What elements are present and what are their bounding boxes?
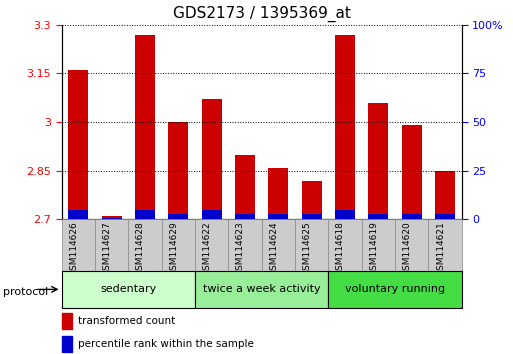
Bar: [395, 219, 428, 271]
Bar: [202, 210, 222, 219]
Bar: [62, 336, 71, 352]
Bar: [235, 213, 255, 219]
Text: GSM114622: GSM114622: [203, 221, 211, 276]
Text: GSM114624: GSM114624: [269, 221, 278, 276]
Text: GSM114621: GSM114621: [436, 221, 445, 276]
Bar: [268, 213, 288, 219]
Bar: [195, 219, 228, 271]
Bar: [62, 313, 71, 329]
Bar: [68, 70, 88, 219]
Text: twice a week activity: twice a week activity: [203, 284, 321, 295]
Bar: [162, 219, 195, 271]
Bar: [68, 210, 88, 219]
Bar: [102, 217, 122, 219]
Bar: [368, 103, 388, 219]
Text: voluntary running: voluntary running: [345, 284, 445, 295]
Bar: [228, 219, 262, 271]
Bar: [335, 210, 355, 219]
Bar: [435, 213, 455, 219]
Bar: [135, 210, 155, 219]
Bar: [268, 167, 288, 219]
Bar: [302, 213, 322, 219]
Text: GSM114625: GSM114625: [303, 221, 311, 276]
Bar: [95, 219, 128, 271]
Bar: [168, 213, 188, 219]
Bar: [62, 271, 195, 308]
Text: GSM114629: GSM114629: [169, 221, 179, 276]
Bar: [168, 122, 188, 219]
Bar: [235, 155, 255, 219]
Text: sedentary: sedentary: [100, 284, 156, 295]
Bar: [368, 213, 388, 219]
Bar: [362, 219, 395, 271]
Text: GSM114620: GSM114620: [403, 221, 411, 276]
Text: GSM114619: GSM114619: [369, 221, 378, 276]
Bar: [135, 34, 155, 219]
Bar: [435, 171, 455, 219]
Bar: [302, 181, 322, 219]
Bar: [195, 271, 328, 308]
Bar: [335, 34, 355, 219]
Text: GSM114623: GSM114623: [236, 221, 245, 276]
Bar: [262, 219, 295, 271]
Bar: [428, 219, 462, 271]
Bar: [402, 125, 422, 219]
Text: transformed count: transformed count: [77, 316, 175, 326]
Text: GSM114627: GSM114627: [103, 221, 111, 276]
Bar: [62, 219, 95, 271]
Bar: [328, 271, 462, 308]
Bar: [402, 213, 422, 219]
Bar: [295, 219, 328, 271]
Text: percentile rank within the sample: percentile rank within the sample: [77, 339, 253, 349]
Text: GSM114626: GSM114626: [69, 221, 78, 276]
Bar: [202, 99, 222, 219]
Bar: [102, 216, 122, 219]
Bar: [328, 219, 362, 271]
Text: GSM114628: GSM114628: [136, 221, 145, 276]
Text: GSM114618: GSM114618: [336, 221, 345, 276]
Title: GDS2173 / 1395369_at: GDS2173 / 1395369_at: [173, 6, 350, 22]
Text: protocol: protocol: [3, 287, 48, 297]
Bar: [128, 219, 162, 271]
